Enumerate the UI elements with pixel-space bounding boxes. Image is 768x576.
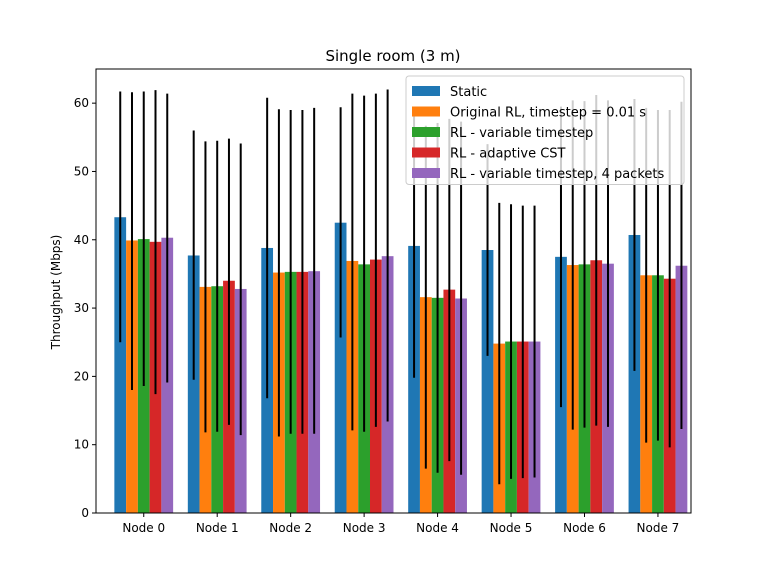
x-tick-label: Node 0	[122, 521, 165, 535]
bar	[628, 234, 641, 514]
x-tick-label: Node 7	[637, 521, 680, 535]
x-axis: Node 0 Node 1 Node 2 Node 3 Node 4 Node 5 Node…	[122, 513, 679, 535]
bar	[187, 255, 200, 514]
legend-swatch	[412, 106, 440, 117]
y-tick-label: 10	[74, 438, 89, 452]
y-tick-label: 50	[74, 164, 89, 178]
x-tick-label: Node 2	[269, 521, 312, 535]
plot-frame	[95, 68, 692, 514]
bar	[334, 222, 347, 513]
legend-swatch	[412, 168, 440, 178]
x-tick-label: Node 5	[490, 521, 533, 535]
x-tick-label: Node 1	[196, 521, 239, 535]
x-tick-label: Node 6	[563, 521, 606, 535]
y-tick-label: 20	[74, 369, 89, 383]
bars-layer	[114, 217, 688, 514]
legend-label: Static	[450, 85, 487, 100]
y-axis-label: Throughput (Mbps)	[49, 235, 63, 351]
y-tick-label: 60	[74, 96, 89, 110]
legend-swatch	[412, 147, 440, 158]
legend-swatch	[412, 86, 440, 96]
y-tick-label: 30	[74, 301, 89, 315]
x-tick-label: Node 3	[343, 521, 386, 535]
legend-label: Original RL, timestep = 0.01 s	[450, 106, 646, 121]
legend-label: RL - variable timestep	[450, 126, 593, 141]
legend-label: RL - adaptive CST	[450, 147, 566, 162]
legend-box	[405, 75, 685, 185]
y-tick-label: 40	[74, 233, 89, 247]
chart-title: Single room (3 m)	[325, 47, 460, 65]
legend: Static Original RL, timestep = 0.01 s RL -…	[405, 75, 685, 185]
bar	[408, 245, 420, 513]
y-tick-label: 0	[81, 506, 89, 520]
bar	[114, 217, 127, 513]
legend-label: RL - variable timestep, 4 packets	[450, 167, 664, 182]
bar	[481, 250, 494, 513]
x-tick-label: Node 4	[416, 521, 459, 535]
y-axis: 0 10 20 30 40 50 60	[74, 96, 96, 520]
legend-swatch	[412, 127, 440, 137]
